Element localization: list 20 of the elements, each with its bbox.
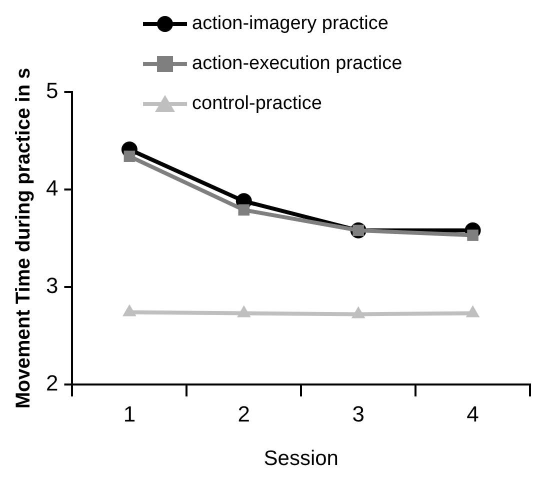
- legend-label: action-execution practice: [192, 52, 402, 76]
- y-tick-label: 5: [46, 78, 58, 104]
- point: [236, 305, 251, 318]
- point: [466, 305, 480, 318]
- point: [467, 230, 478, 241]
- point: [122, 304, 136, 316]
- y-tick-label: 3: [46, 272, 58, 298]
- point: [238, 204, 250, 216]
- point: [124, 150, 136, 162]
- x-tick-label: 4: [466, 402, 479, 427]
- x-axis-title: Session: [264, 447, 338, 470]
- x-tick-label: 2: [238, 402, 250, 427]
- point: [351, 306, 366, 318]
- y-axis-title: Movement Time during practice in s: [12, 68, 35, 409]
- x-tick-label: 3: [352, 402, 364, 427]
- legend-label: action-imagery practice: [192, 12, 388, 36]
- y-tick-label: 2: [46, 370, 58, 396]
- y-tick-label: 4: [46, 176, 58, 201]
- x-tick-label: 1: [123, 402, 136, 427]
- legend-label: control-practice: [192, 92, 322, 116]
